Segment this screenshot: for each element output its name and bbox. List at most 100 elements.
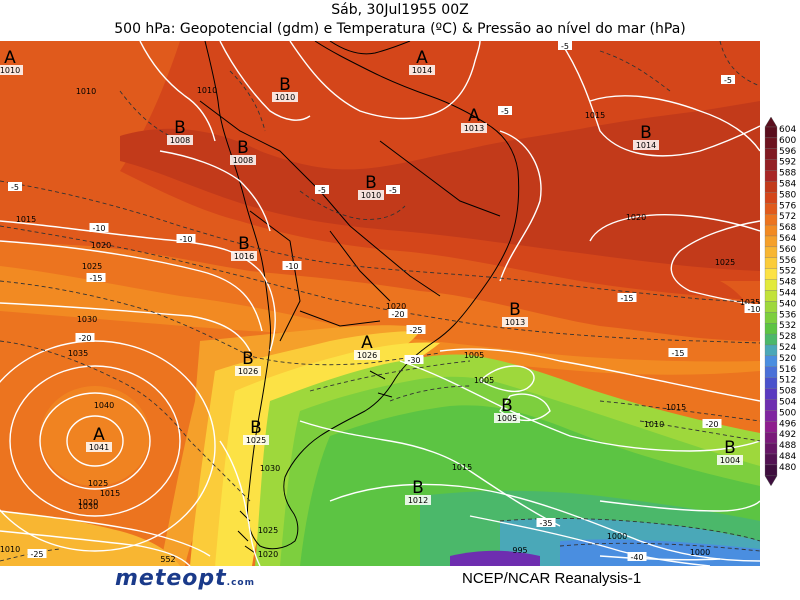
temperature-label: -20 — [78, 334, 91, 343]
isobar-label: 1015 — [666, 403, 686, 412]
legend-swatch — [764, 388, 778, 400]
temperature-label-bg — [498, 106, 512, 115]
temperature-label: -20 — [391, 310, 404, 319]
pressure-value-box — [494, 413, 520, 423]
isobar-label: 1025 — [88, 479, 108, 488]
temperature-label-bg — [388, 309, 408, 318]
pressure-center-high: A — [468, 106, 480, 126]
legend-swatch — [764, 312, 778, 324]
temperature-label-bg — [536, 518, 556, 527]
pressure-value-box — [0, 65, 23, 75]
legend-swatch — [764, 355, 778, 367]
legend-swatch — [764, 410, 778, 422]
legend-label: 592 — [779, 158, 796, 168]
isobar-label: 1010 — [76, 87, 96, 96]
pressure-center-low: B — [412, 478, 424, 498]
band-576-east — [720, 281, 760, 331]
pressure-center-low: B — [640, 123, 652, 143]
temperature-label-bg — [404, 355, 424, 364]
legend-label: 504 — [779, 398, 796, 408]
isobar-label: 1010 — [0, 545, 20, 554]
legend-label: 500 — [779, 408, 796, 418]
legend-swatch — [764, 453, 778, 466]
legend-swatch — [764, 137, 778, 149]
pressure-center-value: 1010 — [0, 66, 20, 75]
legend-label: 572 — [779, 212, 796, 222]
temperature-label: -10 — [92, 224, 105, 233]
isobar-label: 1020 — [78, 498, 98, 507]
temperature-label: -35 — [539, 519, 552, 528]
isobar-label: 1015 — [452, 463, 472, 472]
temperature-label: -40 — [630, 553, 643, 562]
legend-swatch — [764, 148, 778, 160]
pressure-center-high: A — [93, 425, 105, 445]
legend-label: 588 — [779, 169, 796, 179]
temperature-label: -30 — [407, 356, 420, 365]
temperature-label: -5 — [318, 186, 326, 195]
legend-label: 564 — [779, 234, 796, 244]
isobar-label: 1025 — [258, 526, 278, 535]
pressure-center-value: 1013 — [505, 318, 525, 327]
temperature-label-bg — [558, 41, 572, 50]
legend-swatch — [764, 192, 778, 204]
high-pressure-core — [40, 386, 150, 486]
temperature-label: -10 — [285, 262, 298, 271]
legend-label: 540 — [779, 299, 796, 309]
color-legend: 6046005965925885845805765725685645605565… — [764, 116, 796, 487]
pressure-center-high: A — [416, 48, 428, 68]
legend-label: 556 — [779, 256, 796, 266]
temperature-label: -25 — [409, 326, 422, 335]
legend-label: 604 — [779, 125, 796, 135]
pressure-center-value: 1014 — [412, 66, 432, 75]
logo-suffix: .com — [226, 578, 255, 588]
pressure-center-value: 1008 — [233, 156, 253, 165]
pressure-center-low: B — [279, 75, 291, 95]
legend-swatch — [764, 366, 778, 378]
logo-text: meteopt — [115, 566, 227, 591]
pressure-center-value: 1010 — [361, 191, 381, 200]
coastline — [199, 41, 520, 554]
isobar-label: 1030 — [77, 315, 97, 324]
isobar-label: 995 — [512, 546, 527, 555]
legend-swatch — [764, 442, 778, 455]
pressure-value-box — [272, 92, 298, 102]
temperature-label: -5 — [724, 76, 732, 85]
isobar-label: 1035 — [740, 298, 760, 307]
pressure-center-value: 1026 — [357, 351, 377, 360]
legend-swatch — [764, 257, 778, 269]
legend-label: 580 — [779, 190, 796, 200]
pressure-value-box — [354, 350, 380, 360]
legend-swatch — [764, 279, 778, 291]
isobar-label: 1025 — [715, 258, 735, 267]
isobar-label: 1015 — [16, 215, 36, 224]
isobar-label: 1040 — [94, 401, 114, 410]
band-504 — [450, 550, 540, 566]
band-552 — [215, 342, 440, 566]
legend-label: 600 — [779, 136, 796, 146]
legend-label: 520 — [779, 354, 796, 364]
legend-label: 528 — [779, 332, 796, 342]
isobars — [0, 41, 760, 566]
legend-label: 584 — [779, 180, 796, 190]
pressure-value-box — [502, 317, 528, 327]
isobar-label: 1020 — [258, 550, 278, 559]
temperature-label-bg — [27, 549, 47, 558]
temperature-label: -15 — [620, 294, 633, 303]
pressure-value-box — [235, 366, 261, 376]
pressure-value-box — [230, 155, 256, 165]
pressure-center-value: 1005 — [497, 414, 517, 423]
pressure-center-low: B — [724, 438, 736, 458]
pressure-value-box — [231, 251, 257, 261]
legend-label: 596 — [779, 147, 796, 157]
isobar-labels: 1015 1010 1020 1025 1030 1035 1040 1015 1020 1025… — [0, 86, 760, 559]
pressure-center-high: A — [4, 48, 16, 68]
legend-swatch — [764, 399, 778, 411]
temperature-label: -10 — [747, 305, 760, 314]
legend-label: 480 — [779, 463, 796, 473]
legend-label: 508 — [779, 387, 796, 397]
pressure-center-value: 1013 — [464, 124, 484, 133]
temperature-label-bg — [282, 261, 302, 270]
legend-label: 552 — [779, 267, 796, 277]
data-source-label: NCEP/NCAR Reanalysis-1 — [462, 570, 642, 587]
